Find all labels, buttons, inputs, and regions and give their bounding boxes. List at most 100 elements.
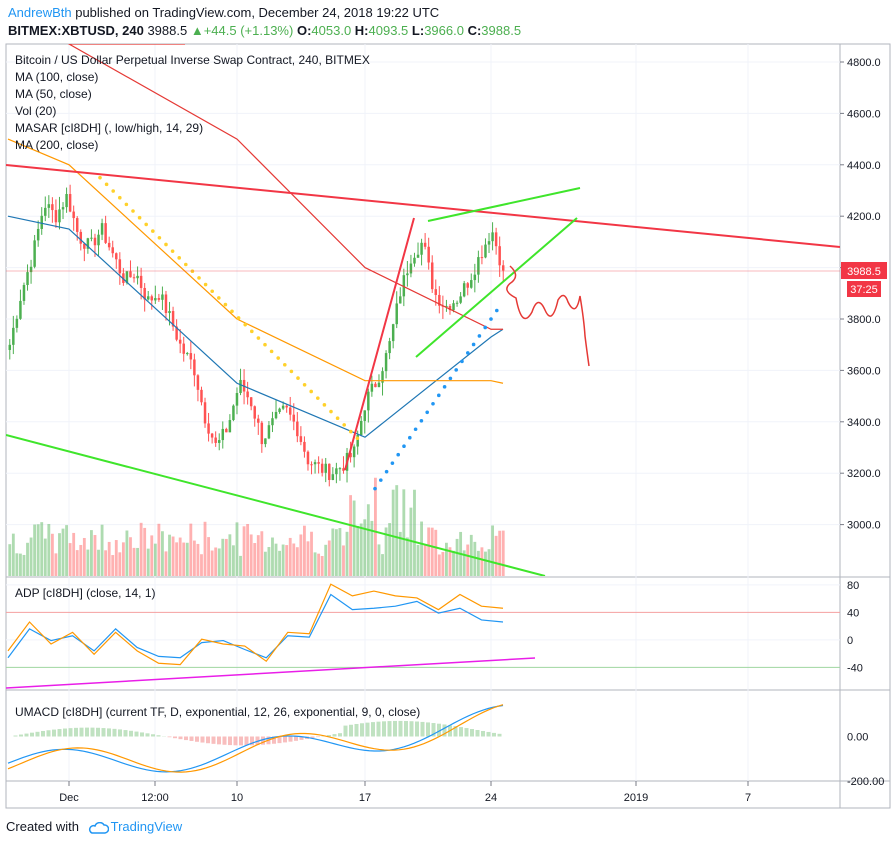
up-arrow-icon: ▲ [190, 23, 204, 38]
umacd-line [7, 704, 504, 773]
volume-bar [97, 549, 100, 576]
volume-bar [61, 528, 65, 576]
volume-bar [274, 543, 278, 576]
umacd-tick-label: 0.00 [847, 732, 868, 744]
masar-dot [437, 393, 441, 398]
umacd-histogram-bar [371, 722, 375, 737]
axes-labels: 4800.04600.04400.04200.04000.03800.03600… [59, 57, 884, 804]
candle-body [68, 194, 72, 212]
volume-bar [480, 547, 484, 576]
candle-body [374, 383, 377, 388]
masar-dot [263, 342, 267, 347]
masar-dot [203, 282, 208, 287]
open-value: 4053.0 [311, 23, 352, 38]
candle-body [420, 242, 423, 255]
volume-bar [104, 550, 108, 576]
grid-lines [6, 44, 840, 781]
symbol-label: BITMEX:XBTUSD, 240 [8, 23, 144, 38]
volume-bar [11, 533, 15, 576]
volume-bar [288, 537, 292, 576]
adp-tick-label: 80 [847, 580, 859, 592]
umacd-histogram-bar [211, 736, 216, 744]
candle-body [178, 339, 182, 344]
masar-dot [335, 416, 340, 420]
masar-dot [164, 242, 168, 247]
volume-bar [441, 551, 445, 576]
volume-bar [448, 547, 452, 576]
volume-bar [445, 542, 448, 576]
masar-dot [471, 342, 476, 347]
candle-body [122, 273, 125, 283]
candle-body [416, 254, 420, 258]
volume-bar [476, 550, 480, 576]
author-link[interactable]: AndrewBth [8, 5, 72, 20]
masar-dot [349, 429, 353, 434]
volume-bar [356, 525, 360, 576]
volume-bar [249, 534, 253, 576]
volume-bar [484, 551, 487, 576]
masar-dot [408, 435, 412, 440]
candle-body [196, 375, 200, 390]
umacd-histogram-bar [464, 728, 469, 737]
volume-bar [114, 540, 118, 576]
candle-body [75, 218, 79, 232]
umacd-histogram-bar [101, 728, 106, 737]
umacd-histogram-bar [228, 736, 232, 746]
price-tick-label: 3600.0 [847, 365, 881, 377]
umacd-histogram-bar [261, 736, 265, 745]
volume-bar [267, 547, 271, 576]
volume-bar [342, 545, 345, 576]
candle-body [8, 344, 12, 350]
volume-bar [132, 547, 136, 576]
masar-dot [190, 269, 195, 273]
volume-bar [334, 529, 338, 576]
masar-dot [283, 362, 287, 367]
masar-dot [296, 376, 300, 380]
volume-bar [363, 519, 367, 576]
candle-body [388, 341, 391, 354]
volume-bar [366, 504, 370, 576]
volume-bars [8, 477, 505, 576]
candle-body [423, 242, 427, 247]
volume-bar [462, 550, 466, 576]
legend-main: Bitcoin / US Dollar Perpetual Inverse Sw… [15, 53, 370, 67]
volume-bar [370, 520, 374, 576]
umacd-histogram-bar [393, 720, 397, 737]
candle-body [320, 463, 324, 473]
umacd-tick-label: -200.00 [847, 776, 884, 788]
umacd-histogram-bar [272, 736, 276, 744]
time-tick-label: 2019 [624, 792, 648, 804]
candle-body [480, 257, 484, 259]
volume-bar [79, 544, 83, 576]
volume-bar [235, 522, 239, 576]
candle-body [93, 237, 97, 246]
umacd-histogram-bar [475, 730, 480, 737]
drawn-trendlines[interactable] [6, 164, 840, 576]
volume-bar [125, 530, 129, 576]
volume-bar [15, 553, 19, 576]
candle-body [352, 446, 356, 458]
umacd-histogram-bar [492, 732, 496, 737]
tradingview-brand-link[interactable]: TradingView [110, 819, 183, 834]
umacd-histogram-bar [222, 736, 227, 745]
candle-body [207, 423, 210, 434]
high-label: H: [354, 23, 369, 38]
adp-pane [6, 583, 840, 689]
candle-body [281, 405, 285, 409]
volume-bar [19, 553, 22, 576]
volume-bar [58, 533, 61, 576]
volume-bar [306, 541, 310, 576]
candle-body [225, 428, 228, 433]
volume-bar [295, 547, 299, 576]
candle-body [455, 302, 459, 304]
masar-dot [384, 469, 389, 474]
candle-body [22, 285, 26, 301]
volume-bar [29, 537, 33, 576]
volume-bar [65, 525, 68, 576]
umacd-histogram-bar [277, 736, 282, 744]
candle-body [430, 262, 434, 290]
candle-body [328, 463, 331, 480]
ohlc-line: BITMEX:XBTUSD, 240 3988.5 ▲+44.5 (+1.13%… [8, 22, 521, 40]
masar-dot [390, 461, 395, 465]
